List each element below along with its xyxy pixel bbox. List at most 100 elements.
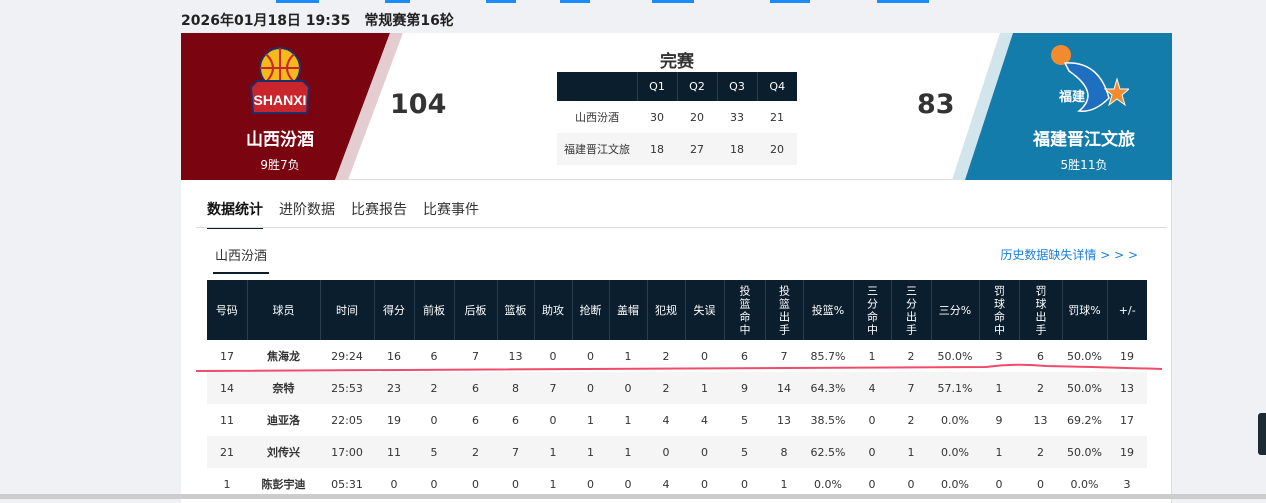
- stat-cell: 2: [907, 349, 915, 363]
- stat-cell: 1: [624, 349, 632, 363]
- stat-cell: 17: [220, 349, 234, 363]
- stat-cell: 9: [724, 372, 765, 404]
- stat-cell: 0: [587, 349, 594, 363]
- quarter-row-away: 福建晋江文旅 18 27 18 20: [557, 133, 797, 165]
- quarter-row-home: 山西汾酒 30 20 33 21: [575, 110, 784, 125]
- stat-cell: 69.2%: [1067, 413, 1102, 427]
- stat-cell: 2: [414, 372, 454, 404]
- home-team[interactable]: SHANXI 山西汾酒 9胜7负: [205, 33, 355, 173]
- home-score: 104: [390, 89, 447, 120]
- stat-cell: 4: [662, 413, 670, 427]
- home-team-name: 山西汾酒: [246, 130, 314, 150]
- stat-cell: 6: [454, 372, 497, 404]
- stat-cell: 2: [454, 436, 497, 468]
- column-header: 三分%: [930, 280, 979, 340]
- fujian-logo: 福建: [1051, 45, 1131, 112]
- stat-cell: 1: [685, 372, 724, 404]
- stat-cell: 0: [472, 477, 479, 491]
- player-row[interactable]: 14 奈特 25:53 23 2 6 8 7 0 0 2 1 9 14 64.3% 4 7 57.1% 1 2 50.0…: [207, 372, 1147, 404]
- player-row[interactable]: 21 刘传兴 17:00 11 5 2 7 1 1 1 0 0 5 8 62.5% 0 1 0.0% 1 2 50.0%…: [207, 436, 1147, 468]
- stat-cell: 23: [374, 372, 414, 404]
- stat-cell: 11: [220, 413, 234, 427]
- stat-cell: 1: [868, 349, 876, 363]
- stat-cell: 1: [609, 436, 647, 468]
- stat-cell: 0: [572, 372, 609, 404]
- player-row[interactable]: 1 陈彭宇迪 05:31 0 0 0 0 1 0 0 4 0 0 1 0.0% 0 0 0.0% 0 0 0.0% 3: [207, 468, 1147, 500]
- column-header: 罚球命中: [978, 280, 1019, 340]
- tab-stats[interactable]: 数据统计: [207, 199, 263, 229]
- team-subtab[interactable]: 山西汾酒: [213, 245, 270, 274]
- stat-cell: 50.0%: [1062, 436, 1107, 468]
- column-header: 篮板: [496, 280, 534, 340]
- stat-cell: 7: [891, 372, 931, 404]
- stat-cell: 85.7%: [810, 349, 846, 363]
- top-nav-fragments: [0, 0, 1266, 3]
- history-data-link[interactable]: 历史数据缺失详情 > > >: [1000, 248, 1138, 262]
- stat-cell: 1: [534, 436, 572, 468]
- player-row[interactable]: 11 迪亚洛 22:05 19 0 6 6 0 1 1 4 4 5 13 38.5% 0 2 0.0% 9 13 69.…: [207, 404, 1147, 436]
- stat-cell: 0: [430, 413, 438, 427]
- stat-cell: 50.0%: [1062, 372, 1107, 404]
- column-header: 时间: [319, 280, 374, 340]
- stat-cell: 7: [534, 372, 572, 404]
- stat-cell: 6: [741, 349, 748, 363]
- column-header: 罚球出手: [1018, 280, 1062, 340]
- column-header: 得分: [373, 280, 414, 340]
- stat-cell: 0: [549, 413, 557, 427]
- game-date: 2026年01月18日 19:35: [181, 13, 351, 29]
- stat-cell: 19: [1120, 349, 1134, 363]
- column-header: 后板: [453, 280, 497, 340]
- player-name: 刘传兴: [247, 436, 320, 468]
- stat-cell: 0: [868, 477, 876, 491]
- stat-cell: 0: [647, 436, 685, 468]
- stat-cell: 0.0%: [1070, 477, 1099, 491]
- stat-cell: 0: [853, 436, 891, 468]
- tab-advanced[interactable]: 进阶数据: [279, 202, 335, 218]
- side-widget-handle[interactable]: [1258, 413, 1266, 455]
- stat-cell: 8: [765, 436, 803, 468]
- stat-cell: 6: [512, 413, 519, 427]
- away-score: 83: [917, 89, 955, 120]
- column-header: 犯规: [646, 280, 685, 340]
- stat-cell: 0: [995, 477, 1003, 491]
- stat-cell: 1: [223, 477, 231, 491]
- stat-cell: 17: [1120, 413, 1134, 427]
- stat-cell: 2: [907, 413, 915, 427]
- player-name: 陈彭宇迪: [261, 478, 306, 491]
- stat-cell: 1: [780, 477, 788, 491]
- stat-cell: 8: [497, 372, 534, 404]
- scoreboard: SHANXI 山西汾酒 9胜7负 104 完赛 Q1 Q2 Q3 Q4 山西汾酒 30 2…: [181, 33, 1172, 180]
- player-row[interactable]: 17 焦海龙 29:24 16 6 7 13 0 0 1 2 0 6 7 85.7% 1 2 50.0% 3 6 50.…: [207, 340, 1147, 372]
- home-team-record: 9胜7负: [260, 158, 300, 172]
- stat-cell: 64.3%: [803, 372, 853, 404]
- stat-cell: 50.0%: [937, 349, 973, 363]
- stat-cell: 1: [979, 372, 1019, 404]
- stat-cell: 6: [1037, 349, 1044, 363]
- stat-cell: 0.0%: [814, 477, 842, 491]
- tab-report[interactable]: 比赛报告: [351, 202, 407, 218]
- stat-cell: 38.5%: [810, 413, 846, 427]
- column-header: 盖帽: [608, 280, 647, 340]
- stat-cell: 6: [472, 413, 479, 427]
- stat-cell: 57.1%: [931, 372, 979, 404]
- stat-cell: 14: [207, 372, 247, 404]
- stat-cell: 2: [662, 349, 670, 363]
- stat-cell: 0: [907, 477, 915, 491]
- stat-cell: 0.0%: [931, 436, 979, 468]
- stat-cell: 2: [1019, 372, 1062, 404]
- stat-cell: 1: [891, 436, 931, 468]
- column-header: 三分命中: [852, 280, 891, 340]
- stat-cell: 0: [868, 413, 876, 427]
- column-header: 助攻: [533, 280, 572, 340]
- stat-cell: 2: [1019, 436, 1062, 468]
- stat-cell: 22:05: [331, 413, 363, 427]
- column-header: 抢断: [571, 280, 609, 340]
- away-team[interactable]: 福建 福建晋江文旅 5胜11负: [1009, 33, 1159, 173]
- tab-events[interactable]: 比赛事件: [423, 202, 479, 218]
- shanxi-logo: SHANXI: [249, 47, 311, 114]
- horizontal-scrollbar[interactable]: [0, 494, 1266, 499]
- stat-cell: 0: [701, 349, 708, 363]
- stat-cell: 0: [512, 477, 519, 491]
- stat-cell: 0: [701, 477, 708, 491]
- column-header: 号码: [207, 280, 247, 340]
